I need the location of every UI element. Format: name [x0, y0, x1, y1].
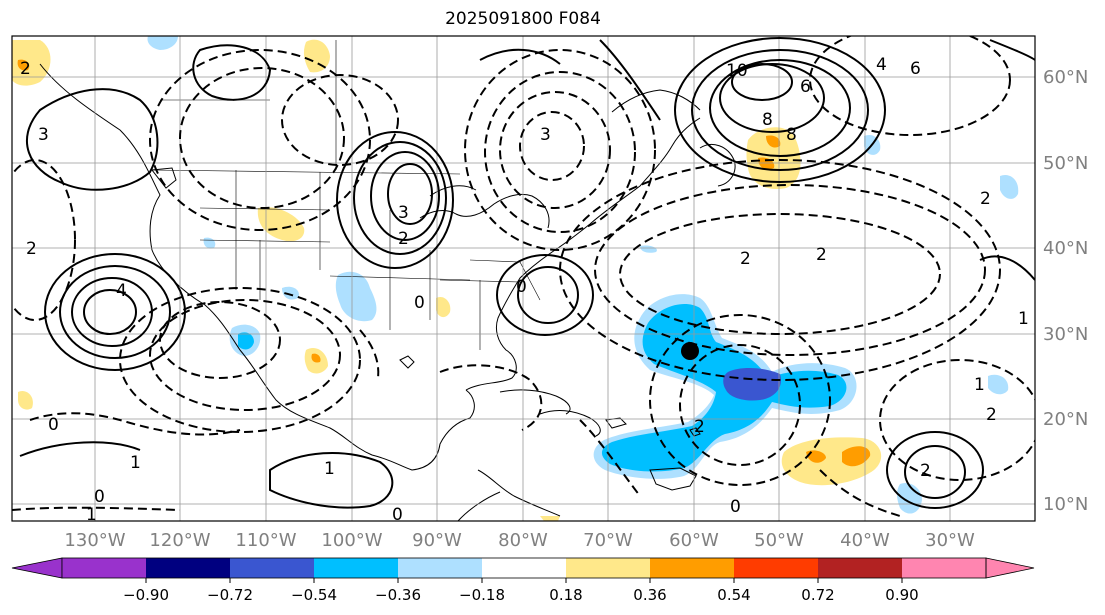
negative-contours: [12, 36, 1035, 517]
shaded-negative-anomaly-atlantic: [147, 36, 1019, 514]
lon-label: 110°W: [235, 530, 296, 551]
coastlines: [39, 63, 736, 521]
lat-label: 10°N: [1043, 494, 1088, 515]
latitude-labels: 60°N 50°N 40°N 30°N 20°N 10°N: [1043, 67, 1088, 515]
colorbar-segment: [650, 558, 734, 578]
lon-label: 90°W: [412, 530, 462, 551]
colorbar-segment: [146, 558, 230, 578]
contour-label: 2: [980, 189, 991, 209]
colorbar-tick-label: −0.54: [291, 586, 337, 604]
colorbar-segment: [230, 558, 314, 578]
colorbar-tick-label: 0.54: [717, 586, 750, 604]
colorbar-tick-label: 0.72: [801, 586, 834, 604]
contour-label: 2: [740, 249, 751, 269]
lat-label: 30°N: [1043, 324, 1088, 345]
storm-center-marker: [681, 342, 699, 360]
colorbar-extend-high: [985, 557, 1035, 579]
contour-label: 3: [398, 203, 409, 223]
colorbar-extend-low: [11, 557, 63, 579]
contour-label: 3: [540, 125, 551, 145]
longitude-labels: 130°W 120°W 110°W 100°W 90°W 80°W 70°W 6…: [64, 530, 975, 551]
state-borders: [149, 40, 541, 350]
contour-label: 0: [48, 415, 59, 435]
contour-label: 8: [786, 125, 797, 145]
lon-label: 40°W: [840, 530, 890, 551]
colorbar-segment: [734, 558, 818, 578]
colorbar-tick-label: 0.36: [633, 586, 666, 604]
contour-label: 2: [26, 239, 37, 259]
contour-label: 1: [974, 375, 985, 395]
colorbar-segment: [62, 558, 146, 578]
colorbar: −0.90 −0.72 −0.54 −0.36 −0.18 0.18 0.36 …: [11, 557, 1035, 604]
contour-labels: 10 8 8 6 6 4 3 2 2 2 2 2 0 0 0 0 0 1 1 1…: [20, 55, 1029, 525]
contour-label: 1: [86, 505, 97, 525]
lat-label: 20°N: [1043, 409, 1088, 430]
contour-label: 1: [324, 459, 335, 479]
contour-label: 2: [816, 245, 827, 265]
colorbar-outline: [61, 557, 987, 579]
contour-label: 2: [986, 405, 997, 425]
colorbar-segment: [566, 558, 650, 578]
colorbar-tick-label: −0.36: [375, 586, 421, 604]
lon-label: 130°W: [64, 530, 125, 551]
contour-label: 2: [398, 229, 409, 249]
contour-label: 1: [130, 453, 141, 473]
map-title: 2025091800 F084: [445, 9, 601, 29]
contour-label: 6: [800, 77, 811, 97]
lat-label: 50°N: [1043, 153, 1088, 174]
positive-contours: [19, 37, 1035, 509]
contour-label: 10: [726, 61, 748, 81]
lon-label: 100°W: [321, 530, 382, 551]
contour-label: 2: [20, 59, 31, 79]
lat-label: 40°N: [1043, 238, 1088, 259]
lon-label: 80°W: [498, 530, 548, 551]
lon-label: 50°W: [754, 530, 804, 551]
colorbar-tick-label: −0.72: [207, 586, 253, 604]
lon-label: 70°W: [583, 530, 633, 551]
colorbar-segment: [818, 558, 902, 578]
lat-label: 60°N: [1043, 67, 1088, 88]
colorbar-segment: [482, 558, 566, 578]
contour-label: 0: [414, 293, 425, 313]
colorbar-tick-label: 0.90: [885, 586, 918, 604]
contour-label: 8: [762, 110, 773, 130]
contour-label: 3: [38, 125, 49, 145]
contour-label: 0: [392, 505, 403, 525]
colorbar-segment: [902, 558, 986, 578]
contour-label: 4: [116, 281, 127, 301]
colorbar-segment: [314, 558, 398, 578]
contour-label: 1: [1018, 309, 1029, 329]
lon-label: 30°W: [925, 530, 975, 551]
contour-label: 4: [876, 55, 887, 75]
lon-label: 60°W: [669, 530, 719, 551]
contour-label: 0: [94, 487, 105, 507]
contour-label: 6: [910, 59, 921, 79]
lon-label: 120°W: [149, 530, 210, 551]
colorbar-segment: [398, 558, 482, 578]
colorbar-tick-label: −0.90: [123, 586, 169, 604]
shaded-positive-anomaly: [12, 39, 882, 521]
contour-label: 0: [516, 277, 527, 297]
map-frame: [11, 35, 1036, 522]
contour-label: 2: [694, 417, 705, 437]
colorbar-tick-label: 0.18: [549, 586, 582, 604]
contour-label: 2: [920, 461, 931, 481]
contour-label: 0: [730, 497, 741, 517]
colorbar-tick-label: −0.18: [459, 586, 505, 604]
